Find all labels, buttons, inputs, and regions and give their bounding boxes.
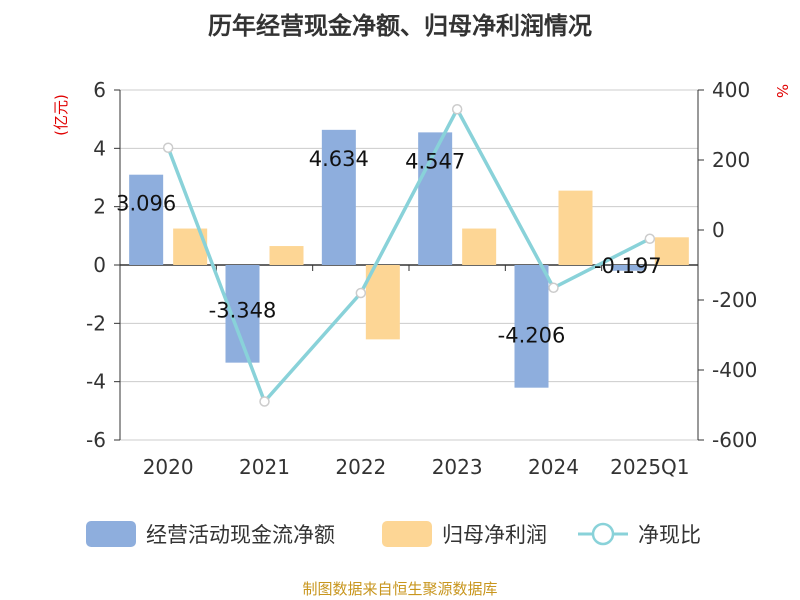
legend-label-ratio: 净现比 — [638, 523, 701, 547]
right-axis-unit: % — [773, 84, 791, 98]
left-tick-label: 4 — [93, 136, 106, 160]
cashflow-bar — [129, 174, 164, 265]
category-label: 2024 — [528, 455, 579, 479]
ratio-point — [644, 233, 656, 244]
profit-bar — [269, 246, 304, 265]
cashflow-bar — [610, 265, 645, 271]
grid-lines — [120, 89, 698, 441]
chart-title: 历年经营现金净额、归母净利润情况 — [208, 12, 592, 40]
left-tick-label: 6 — [93, 78, 106, 102]
data-labels: 3.096 -3.348 4.634 4.547 -4.206 -0.197 — [116, 147, 662, 348]
axes: 6 4 2 0 -2 -4 -6 400 200 0 -200 -400 -600 2020 2021 202… — [86, 78, 757, 479]
legend-swatch-cashflow — [86, 521, 136, 547]
category-label: 2023 — [432, 455, 483, 479]
cashflow-bar — [514, 265, 549, 388]
category-label: 2021 — [239, 455, 290, 479]
ratio-point — [162, 142, 174, 153]
ratio-line — [162, 104, 656, 407]
bar-data-label: -3.348 — [209, 299, 277, 323]
cashflow-bar — [321, 129, 356, 265]
left-axis-unit: (亿元) — [52, 94, 70, 136]
left-tick-label: -2 — [86, 311, 106, 335]
bar-data-label: -0.197 — [594, 254, 662, 278]
left-tick-label: 2 — [93, 195, 106, 219]
legend-label-cashflow: 经营活动现金流净额 — [146, 523, 335, 547]
ratio-point — [259, 396, 270, 407]
profit-bar — [558, 190, 593, 265]
ratio-point — [451, 104, 463, 115]
category-label: 2020 — [143, 455, 194, 479]
category-label: 2022 — [335, 455, 386, 479]
bar-data-label: 3.096 — [116, 192, 176, 216]
profit-bar — [462, 228, 497, 265]
profit-bar — [365, 265, 400, 340]
right-tick-label: -600 — [712, 428, 757, 452]
profit-bar — [654, 237, 689, 265]
left-tick-label: -6 — [86, 428, 106, 452]
left-tick-label: 0 — [93, 253, 106, 277]
category-label: 2025Q1 — [610, 455, 689, 479]
bar-data-label: 4.634 — [309, 147, 369, 171]
left-tick-label: -4 — [86, 370, 106, 394]
right-tick-label: -200 — [712, 288, 757, 312]
right-tick-label: 0 — [712, 218, 725, 242]
right-tick-label: 400 — [712, 78, 750, 102]
right-tick-label: -400 — [712, 358, 757, 382]
source-note: 制图数据来自恒生聚源数据库 — [302, 580, 497, 598]
bar-data-label: -4.206 — [498, 324, 566, 348]
bar-data-label: 4.547 — [405, 149, 465, 173]
legend-label-profit: 归母净利润 — [442, 523, 547, 547]
right-tick-label: 200 — [712, 148, 750, 172]
ratio-point — [355, 287, 367, 299]
legend-swatch-profit — [382, 521, 432, 547]
legend-marker-ratio — [591, 522, 615, 546]
legend[interactable]: 经营活动现金流净额 归母净利润 净现比 — [86, 521, 701, 547]
ratio-polyline — [166, 105, 651, 405]
ratio-point — [548, 282, 559, 293]
